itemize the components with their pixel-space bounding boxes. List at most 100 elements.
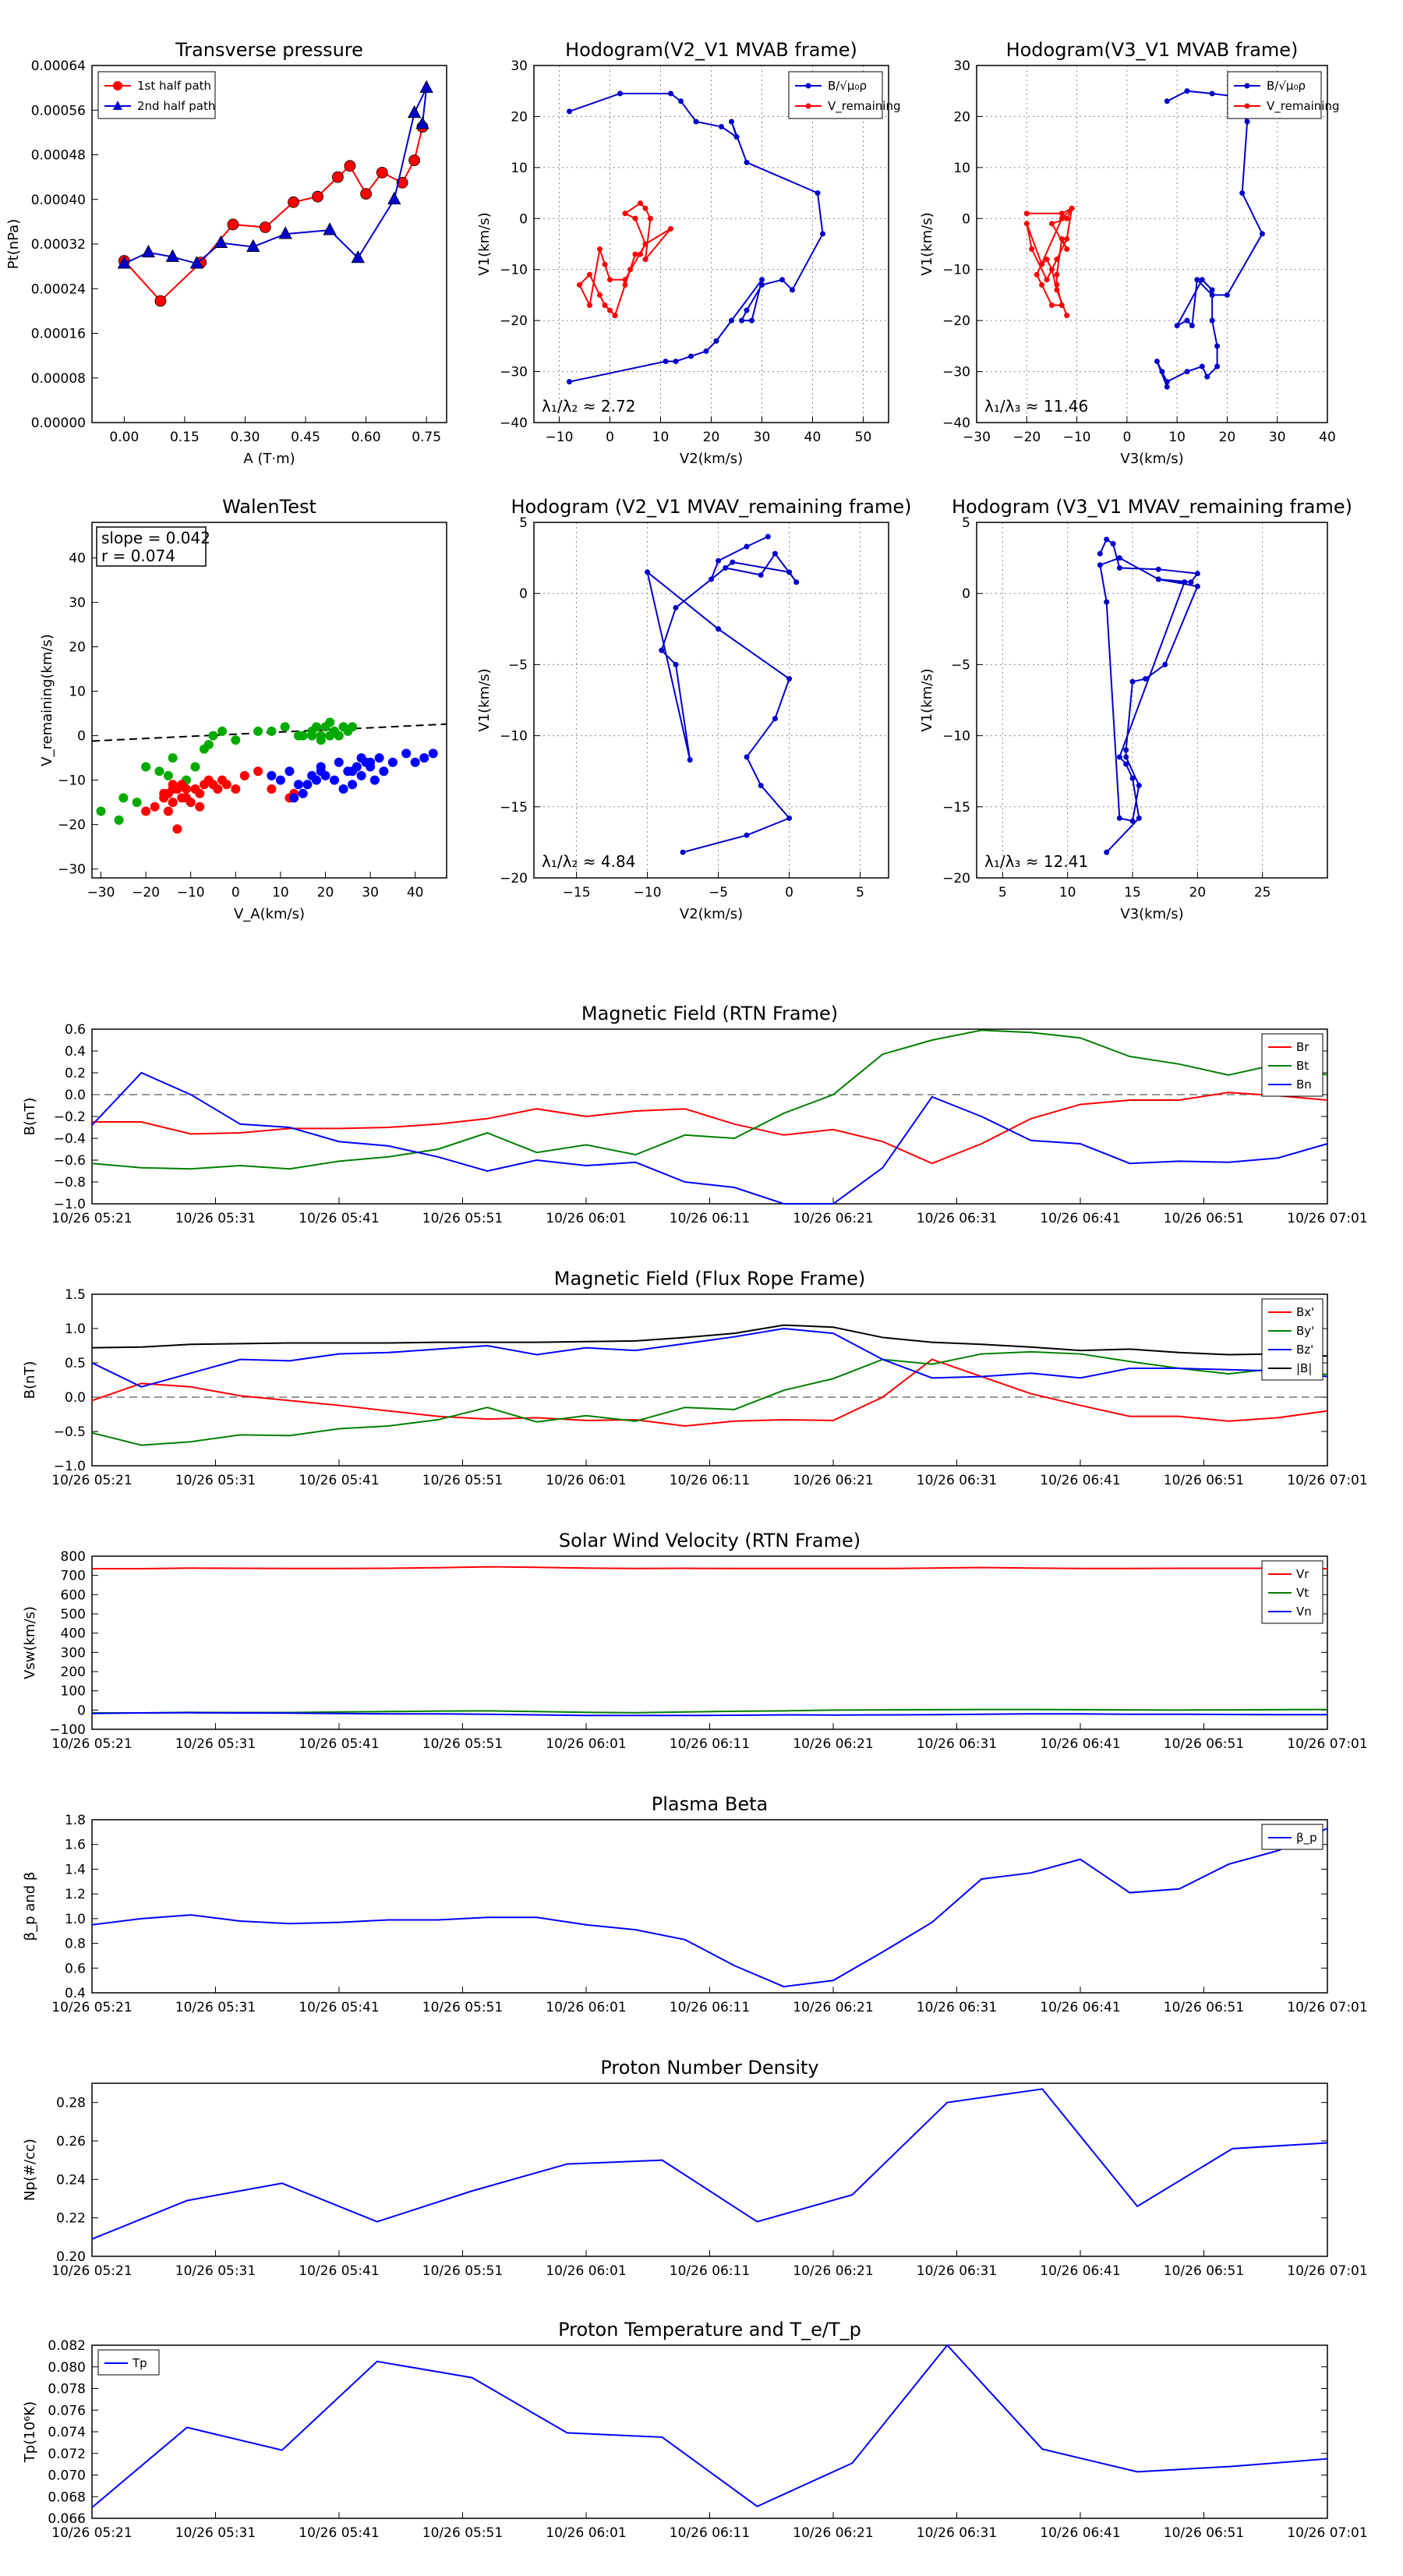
data-point <box>1188 579 1194 586</box>
series-0 <box>1154 88 1265 390</box>
series-line-0 <box>91 2344 1328 2508</box>
y-axis-label: V1(km/s) <box>476 212 493 275</box>
chart-panel-3: WalenTest −30 −20 −10 0 10 20 30 40 −30 −20 −10 0 10 2… <box>39 496 447 922</box>
data-point <box>334 757 344 767</box>
data-point <box>117 256 132 269</box>
data-point <box>1136 782 1142 788</box>
y-tick-label: 0.20 <box>56 2249 86 2265</box>
data-point <box>311 775 321 785</box>
legend-label: Vt <box>1296 1586 1309 1600</box>
x-tick-label: 10/26 06:11 <box>670 1211 750 1226</box>
data-point <box>203 740 214 749</box>
x-tick-label: 10/26 05:21 <box>51 2525 132 2541</box>
data-point <box>1184 317 1190 324</box>
data-point <box>150 801 160 812</box>
y-tick-label: 0.082 <box>48 2338 86 2354</box>
plot-frame <box>976 522 1328 879</box>
x-tick-label: 10/26 06:31 <box>917 1473 997 1488</box>
x-tick-label: 0.00 <box>109 430 139 445</box>
series-line <box>569 92 824 383</box>
data-point <box>607 277 613 283</box>
y-tick-label: −10 <box>500 263 528 278</box>
data-point <box>1116 564 1122 571</box>
data-point <box>597 292 603 298</box>
x-tick-label: 10 <box>652 430 670 445</box>
x-axis-label: V3(km/s) <box>1120 451 1183 467</box>
data-point <box>407 104 422 119</box>
x-tick-label: 0.45 <box>291 430 320 445</box>
y-tick-label: −20 <box>500 313 528 329</box>
x-tick-label: 25 <box>1254 885 1271 901</box>
data-point <box>617 90 623 97</box>
y-tick-label: 300 <box>61 1645 86 1661</box>
data-point <box>1116 815 1122 821</box>
x-tick-label: 40 <box>407 885 424 901</box>
y-tick-label: −10 <box>942 729 970 745</box>
y-tick-label: −15 <box>500 800 528 816</box>
data-point <box>638 251 643 257</box>
x-tick-label: 10/26 06:01 <box>546 1473 626 1488</box>
data-point <box>1029 246 1035 253</box>
data-point <box>331 171 344 183</box>
series-line-0 <box>92 1092 1328 1165</box>
x-tick-label: 10/26 06:11 <box>670 1473 750 1488</box>
data-point <box>330 726 340 736</box>
x-tick-label: 10/26 05:31 <box>175 1473 256 1488</box>
data-point <box>815 190 821 196</box>
data-point <box>1048 221 1055 227</box>
y-tick-label: −30 <box>500 365 528 380</box>
data-point <box>1184 369 1190 375</box>
x-tick-label: 10/26 06:51 <box>1164 2525 1244 2541</box>
y-tick-label: −20 <box>58 818 86 833</box>
data-point <box>1064 313 1070 319</box>
data-point <box>627 267 633 273</box>
x-tick-label: 10/26 06:21 <box>793 1736 873 1752</box>
data-point <box>289 793 299 803</box>
chart-title: Solar Wind Velocity (RTN Frame) <box>559 1530 861 1552</box>
legend-label: Bx' <box>1296 1305 1314 1319</box>
x-tick-label: 10/26 05:31 <box>175 1211 256 1226</box>
legend-label: Vr <box>1296 1567 1309 1581</box>
plot-frame <box>533 65 889 423</box>
data-point <box>765 533 771 540</box>
series-0 <box>118 121 429 307</box>
y-tick-label: −40 <box>500 416 528 431</box>
data-point <box>401 748 412 759</box>
data-point <box>642 205 648 211</box>
data-point <box>1199 277 1205 283</box>
legend-marker <box>805 103 811 109</box>
x-tick-label: 10/26 06:51 <box>1164 1736 1244 1752</box>
data-point <box>587 271 592 278</box>
data-point <box>168 798 178 808</box>
data-point <box>1044 277 1050 283</box>
chart-panel-0: Transverse pressure 0.00 0.15 0.30 0.45 0.60 0… <box>5 39 447 467</box>
data-point <box>163 770 173 780</box>
data-point <box>278 226 292 239</box>
x-tick-label: −10 <box>546 430 574 445</box>
data-point <box>344 160 356 172</box>
data-point <box>231 735 241 745</box>
data-point <box>1239 190 1246 196</box>
x-tick-label: 10/26 06:41 <box>1040 2263 1120 2279</box>
data-point <box>1154 358 1160 364</box>
x-tick-label: 30 <box>362 885 379 901</box>
data-point <box>1123 747 1129 753</box>
data-point <box>1129 818 1136 824</box>
data-point <box>678 98 684 104</box>
y-tick-label: 0.072 <box>48 2447 86 2462</box>
x-tick-label: 0.15 <box>170 430 200 445</box>
y-tick-label: 0 <box>77 1703 86 1718</box>
legend-label: Br <box>1296 1040 1309 1054</box>
y-axis-label: B(nT) <box>22 1098 38 1136</box>
data-point <box>607 307 613 313</box>
y-tick-label: 10 <box>69 685 86 700</box>
x-tick-label: 10/26 05:41 <box>299 2263 379 2279</box>
x-tick-label: 10/26 06:51 <box>1164 1211 1244 1226</box>
data-point <box>246 239 260 252</box>
data-point <box>284 766 295 777</box>
chart-panel-5: Hodogram (V3_V1 MVAV_remaining frame)5 10… <box>919 496 1352 922</box>
y-tick-label: 20 <box>511 109 528 125</box>
data-point <box>217 726 228 736</box>
